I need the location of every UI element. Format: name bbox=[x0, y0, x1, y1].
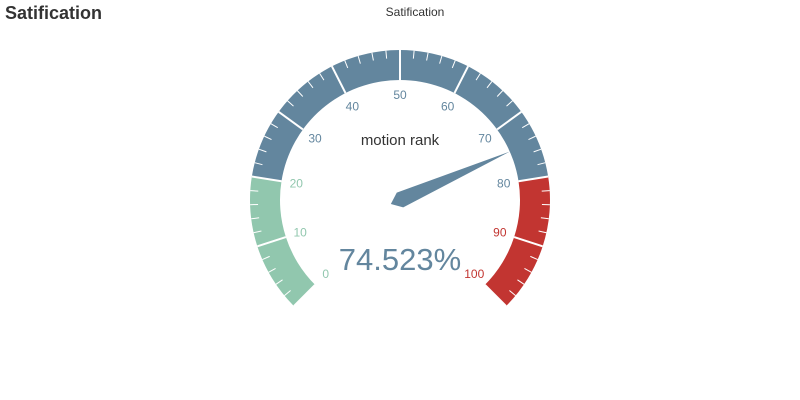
gauge-minor-tick bbox=[296, 90, 304, 97]
gauge-tick-label: 50 bbox=[393, 88, 407, 102]
gauge-band-2 bbox=[484, 176, 551, 307]
gauge-split-line bbox=[331, 65, 347, 94]
gauge-minor-tick bbox=[264, 135, 272, 140]
gauge-tick-labels: 0 10 20 30 40 50 60 70 80 90 100 bbox=[290, 88, 511, 281]
gauge-tick-label: 60 bbox=[441, 99, 455, 113]
gauge-minor-tick bbox=[496, 90, 504, 97]
gauge-minor-tick bbox=[344, 60, 349, 69]
gauge-minor-tick bbox=[506, 100, 513, 107]
gauge-minor-tick bbox=[486, 81, 493, 89]
gauge-minor-tick bbox=[250, 190, 259, 192]
gauge-minor-tick bbox=[517, 279, 525, 285]
gauge-split-line bbox=[278, 111, 304, 131]
gauge-minor-tick bbox=[307, 81, 314, 89]
gauge-tick-label: 0 bbox=[322, 267, 329, 281]
gauge-minor-tick bbox=[385, 50, 388, 59]
gauge-band-0 bbox=[250, 176, 316, 307]
gauge-minor-tick bbox=[537, 162, 546, 166]
gauge-pointer-group bbox=[390, 151, 510, 208]
gauge-minor-tick bbox=[541, 190, 550, 192]
gauge-minor-tick bbox=[412, 50, 415, 59]
chart-title: Satification bbox=[386, 5, 445, 19]
page-title: Satification bbox=[5, 3, 103, 23]
gauge-minor-tick bbox=[521, 123, 530, 129]
gauge-minor-tick bbox=[254, 162, 263, 166]
gauge-minor-tick bbox=[287, 100, 294, 107]
gauge-ticks bbox=[250, 50, 550, 307]
gauge-minor-tick bbox=[357, 55, 361, 64]
gauge-minor-tick bbox=[262, 255, 270, 261]
gauge-series-name: motion rank bbox=[361, 132, 440, 149]
gauge-minor-tick bbox=[371, 52, 374, 61]
gauge-split-line bbox=[518, 175, 549, 183]
gauge-minor-tick bbox=[275, 279, 283, 285]
gauge-minor-tick bbox=[319, 73, 325, 81]
gauge-minor-tick bbox=[509, 290, 516, 296]
gauge-tick-label: 30 bbox=[308, 131, 322, 145]
gauge-minor-tick bbox=[451, 60, 456, 69]
gauge-tick-label: 20 bbox=[290, 177, 304, 191]
gauge-split-line bbox=[484, 284, 507, 307]
gauge-tick-label: 70 bbox=[478, 131, 492, 145]
gauge-tick-label: 100 bbox=[464, 267, 484, 281]
gauge-minor-tick bbox=[540, 217, 549, 220]
gauge-tick-label: 10 bbox=[293, 225, 307, 239]
gauge-minor-tick bbox=[475, 73, 481, 81]
gauge-minor-tick bbox=[524, 267, 532, 273]
gauge-minor-tick bbox=[270, 123, 279, 129]
gauge-minor-tick bbox=[538, 230, 547, 234]
gauge-minor-tick bbox=[530, 255, 538, 261]
gauge-split-line bbox=[251, 175, 282, 183]
gauge-minor-tick bbox=[284, 290, 291, 296]
gauge-minor-tick bbox=[253, 230, 262, 234]
gauge-minor-tick bbox=[528, 135, 536, 140]
gauge-split-line bbox=[293, 284, 316, 307]
gauge-minor-tick bbox=[268, 267, 276, 273]
gauge-split-line bbox=[453, 65, 469, 94]
gauge-split-line bbox=[496, 111, 522, 131]
gauge-minor-tick bbox=[258, 148, 267, 153]
gauge-tick-label: 90 bbox=[493, 225, 507, 239]
gauge-minor-tick bbox=[251, 217, 260, 220]
gauge-tick-label: 40 bbox=[346, 99, 360, 113]
gauge-minor-tick bbox=[439, 55, 443, 64]
gauge-value-text: 74.523% bbox=[339, 242, 461, 277]
gauge-bands bbox=[250, 50, 551, 307]
gauge-split-line bbox=[513, 236, 543, 248]
gauge-band-1 bbox=[251, 50, 549, 182]
gauge-pointer bbox=[390, 151, 510, 208]
gauge-tick-label: 80 bbox=[497, 177, 511, 191]
gauge-minor-tick bbox=[533, 148, 542, 153]
gauge-minor-tick bbox=[426, 52, 429, 61]
gauge-split-line bbox=[257, 236, 287, 248]
